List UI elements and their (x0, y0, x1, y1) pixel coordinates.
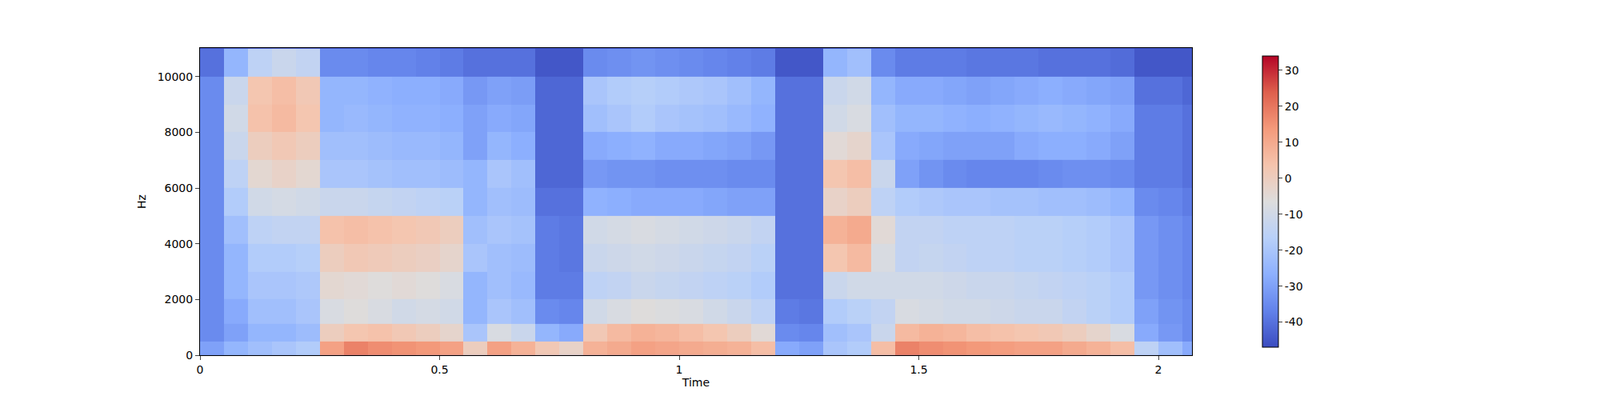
svg-text:-20: -20 (1284, 244, 1304, 257)
svg-text:0: 0 (1284, 172, 1292, 185)
svg-text:10000: 10000 (157, 70, 194, 84)
svg-text:4000: 4000 (164, 237, 194, 251)
svg-text:6000: 6000 (164, 181, 194, 195)
svg-text:10: 10 (1284, 136, 1300, 149)
svg-text:8000: 8000 (164, 125, 194, 139)
svg-text:2000: 2000 (164, 292, 194, 306)
svg-text:-40: -40 (1284, 315, 1304, 328)
svg-text:Hz: Hz (135, 194, 148, 209)
svg-text:20: 20 (1284, 100, 1300, 113)
svg-text:-30: -30 (1284, 280, 1304, 293)
svg-text:1: 1 (676, 363, 684, 376)
svg-text:30: 30 (1284, 64, 1300, 77)
svg-text:2: 2 (1155, 363, 1163, 376)
svg-text:1.5: 1.5 (909, 363, 928, 376)
svg-text:0: 0 (196, 363, 204, 376)
svg-text:0.5: 0.5 (430, 363, 448, 376)
svg-text:-10: -10 (1284, 208, 1304, 221)
svg-text:0: 0 (185, 348, 193, 362)
svg-text:Time: Time (681, 376, 710, 389)
